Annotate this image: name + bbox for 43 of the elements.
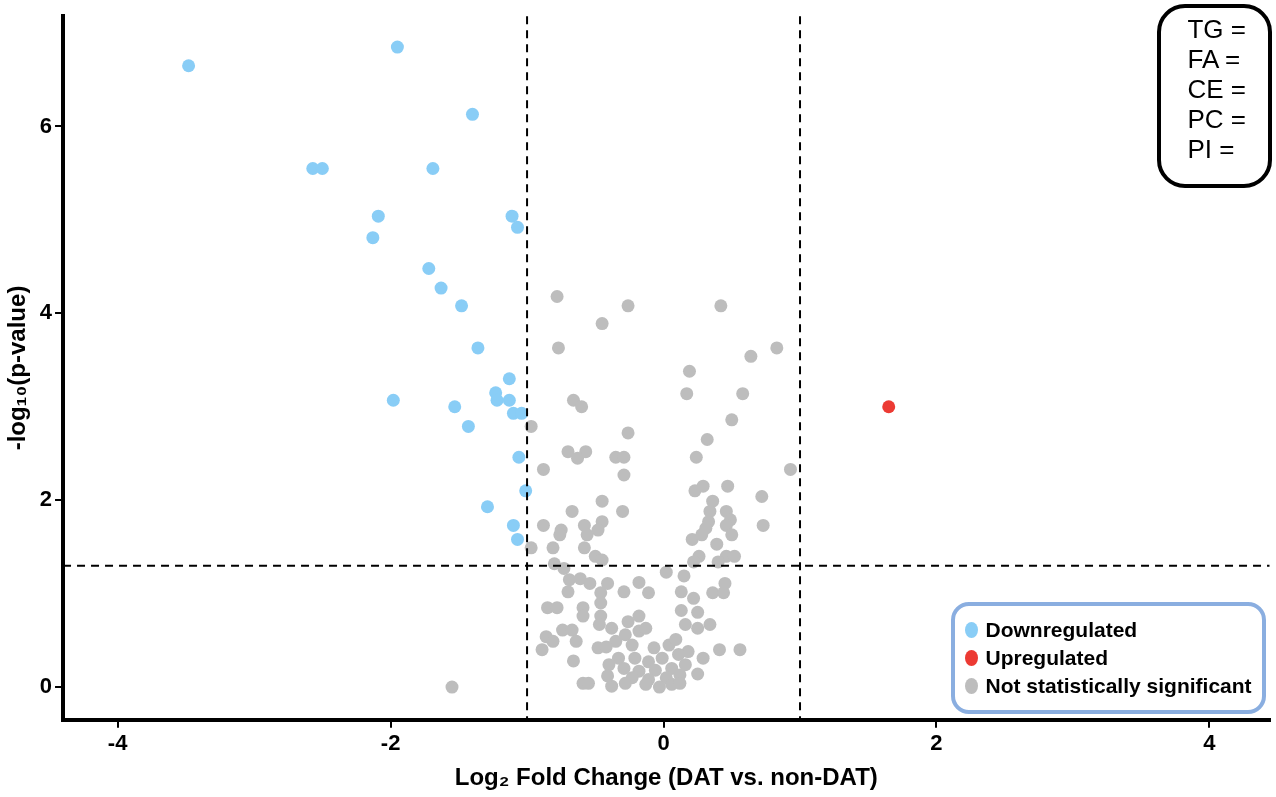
- annotation: PC =: [1187, 104, 1246, 134]
- x-tick-label: 0: [657, 730, 670, 756]
- point: [386, 393, 400, 407]
- legend-label: Downregulated: [985, 617, 1138, 642]
- point: [434, 281, 448, 295]
- point: [465, 107, 479, 121]
- annotation: FA =: [1187, 44, 1242, 74]
- point: [390, 40, 404, 54]
- point: [461, 419, 475, 433]
- point: [471, 341, 485, 355]
- y-tick-label: 2: [39, 486, 53, 512]
- x-tick-label: -4: [107, 730, 129, 756]
- y-tick-label: 6: [39, 112, 53, 138]
- point: [366, 231, 380, 245]
- point: [511, 220, 525, 234]
- point: [490, 393, 504, 407]
- point: [315, 162, 329, 176]
- point: [882, 400, 896, 414]
- y-tick-label: 4: [39, 299, 53, 325]
- point: [502, 393, 516, 407]
- annotation: TG =: [1187, 14, 1246, 44]
- point: [506, 518, 520, 532]
- y-axis-title: -log₁₀(p-value): [3, 285, 31, 451]
- point: [512, 450, 526, 464]
- x-tick-label: 4: [1203, 730, 1217, 756]
- annotation: PI =: [1187, 134, 1236, 164]
- x-tick-label: -2: [380, 730, 401, 756]
- point: [505, 209, 519, 223]
- point: [426, 162, 440, 176]
- point: [448, 400, 462, 414]
- point: [511, 532, 525, 546]
- legend-label: Not statistically significant: [985, 673, 1252, 698]
- point: [480, 500, 494, 514]
- legend-label: Upregulated: [985, 645, 1109, 670]
- point: [422, 261, 436, 275]
- y-tick-label: 0: [39, 673, 53, 699]
- point: [502, 372, 516, 386]
- point: [182, 59, 196, 73]
- x-tick-label: 2: [930, 730, 943, 756]
- point: [371, 209, 385, 223]
- point: [455, 299, 469, 313]
- x-axis-title: Log₂ Fold Change (DAT vs. non-DAT): [454, 763, 878, 791]
- annotation: CE =: [1187, 74, 1246, 104]
